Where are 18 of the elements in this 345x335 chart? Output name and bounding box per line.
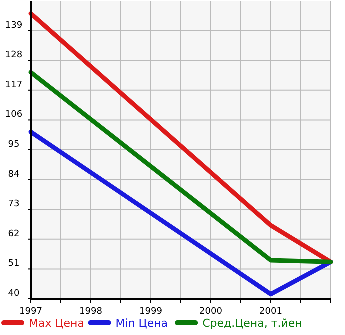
x-tick-label: 2000: [200, 307, 223, 317]
y-tick-label: 62: [8, 229, 20, 240]
x-tick-label: 1997: [20, 307, 42, 317]
y-tick-label: 106: [5, 110, 23, 120]
y-tick-label: 95: [8, 140, 20, 150]
y-tick-label: 73: [8, 200, 20, 210]
x-tick-label: 1998: [80, 307, 103, 317]
x-tick-label: 1999: [140, 307, 163, 317]
y-tick-label: 51: [8, 259, 20, 270]
y-tick-label: 117: [5, 80, 23, 90]
y-tick-label: 40: [8, 289, 20, 299]
legend-label: Max Цена: [29, 317, 84, 330]
legend-label: Сред.Цена, т.йен: [202, 317, 302, 330]
y-tick-label: 139: [5, 20, 23, 31]
y-tick-label: 128: [5, 50, 23, 61]
x-tick-label: 2001: [260, 307, 282, 317]
y-tick-label: 84: [8, 170, 20, 180]
legend-label: Min Цена: [116, 317, 168, 330]
